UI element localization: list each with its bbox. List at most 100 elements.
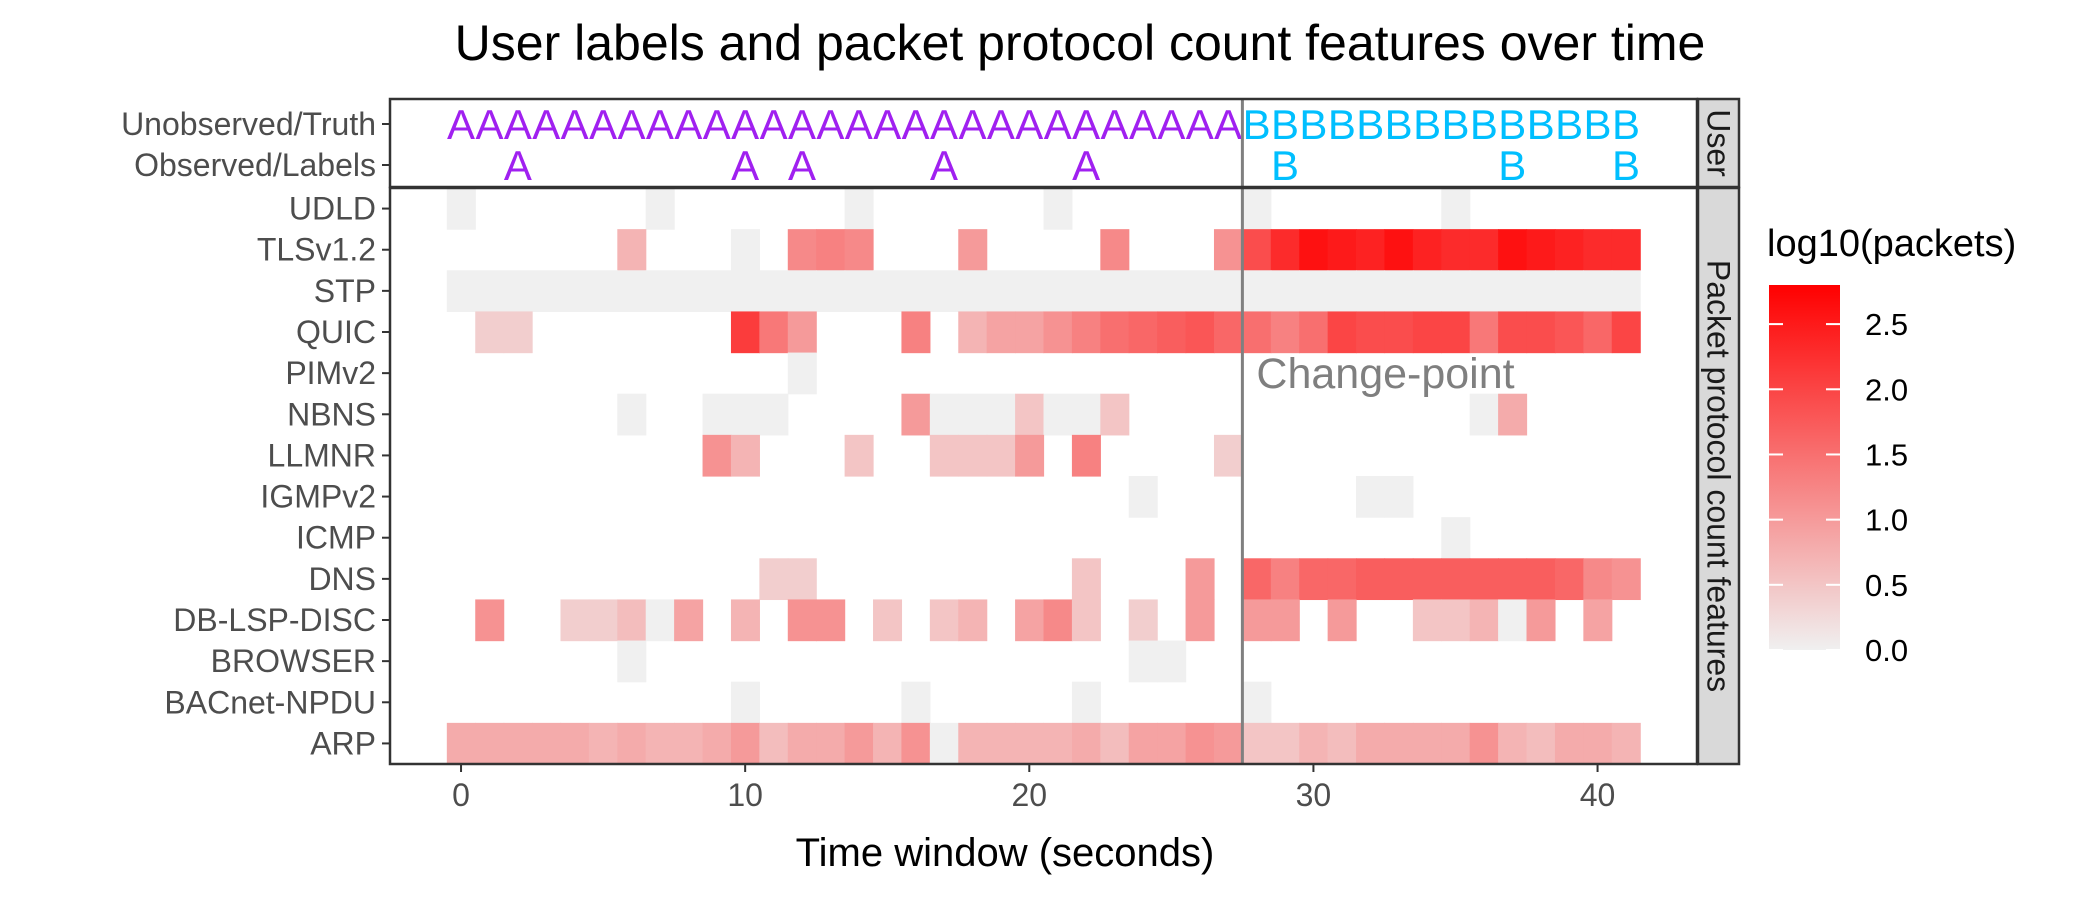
facet-strip-user bbox=[1696, 97, 1741, 189]
truth-label: B bbox=[1356, 101, 1384, 148]
legend-label: 1.0 bbox=[1865, 503, 1908, 538]
heatmap-cell bbox=[1441, 229, 1471, 271]
heatmap-cell bbox=[1384, 476, 1414, 518]
heatmap-cell bbox=[1441, 722, 1471, 765]
heatmap-cell bbox=[1583, 311, 1613, 354]
heatmap-cell bbox=[1157, 640, 1187, 683]
truth-label: B bbox=[1328, 101, 1356, 148]
y-tick-label-tlsv1-2: TLSv1.2 bbox=[257, 232, 376, 268]
heatmap-cell bbox=[1356, 270, 1386, 313]
heatmap-cell bbox=[1213, 722, 1243, 765]
heatmap-cell bbox=[1611, 229, 1641, 271]
heatmap-cell bbox=[1128, 722, 1158, 765]
heatmap-cell bbox=[1469, 558, 1499, 601]
heatmap-cell bbox=[1071, 681, 1101, 724]
heatmap-cell bbox=[958, 599, 988, 642]
heatmap-cell bbox=[1185, 599, 1215, 642]
heatmap-cell bbox=[1498, 311, 1528, 354]
heatmap-cell bbox=[1384, 722, 1414, 765]
heatmap-cell bbox=[958, 270, 988, 313]
legend-label: 0.0 bbox=[1865, 633, 1908, 668]
heatmap-cell bbox=[1498, 393, 1528, 436]
truth-label: B bbox=[1413, 101, 1441, 148]
heatmap-cell bbox=[787, 558, 817, 601]
heatmap-cell bbox=[1213, 270, 1243, 313]
heatmap-cell bbox=[588, 599, 618, 642]
y-tick-label-unobserved-truth: Unobserved/Truth bbox=[121, 106, 376, 142]
heatmap-cell bbox=[1498, 599, 1528, 642]
heatmap-cell bbox=[1441, 558, 1471, 601]
heatmap-cell bbox=[787, 270, 817, 313]
heatmap-cell bbox=[446, 270, 476, 313]
heatmap-cell bbox=[1554, 311, 1584, 354]
heatmap-cell bbox=[1242, 722, 1272, 765]
feature-facet-panel: UDLD TLSv1.2 STP QUIC PIMv2 NBNS LLMNR IGMPv2 IC… bbox=[164, 97, 1699, 766]
heatmap-cell bbox=[1554, 722, 1584, 765]
heatmap-cell bbox=[1071, 434, 1101, 477]
heatmap-cell bbox=[1043, 311, 1073, 354]
heatmap-cell bbox=[1412, 558, 1442, 601]
heatmap-cell bbox=[1611, 558, 1641, 601]
heatmap-cell bbox=[986, 722, 1016, 765]
y-tick-label-igmpv2: IGMPv2 bbox=[260, 479, 376, 515]
heatmap-cell bbox=[1526, 270, 1556, 313]
heatmap-cell bbox=[1327, 722, 1357, 765]
heatmap-cell bbox=[901, 270, 931, 313]
truth-label: A bbox=[788, 101, 816, 148]
truth-label: A bbox=[873, 101, 901, 148]
heatmap-cell bbox=[901, 393, 931, 436]
heatmap-cell bbox=[816, 599, 846, 642]
heatmap-cell bbox=[1157, 722, 1187, 765]
legend-label: 0.5 bbox=[1865, 568, 1908, 603]
heatmap-cell bbox=[1583, 599, 1613, 642]
truth-label: A bbox=[845, 101, 873, 148]
heatmap-cell bbox=[1469, 599, 1499, 642]
heatmap-cell bbox=[1611, 311, 1641, 354]
heatmap-cell bbox=[1469, 270, 1499, 313]
heatmap-cell bbox=[1015, 599, 1045, 642]
heatmap-cell bbox=[929, 434, 959, 477]
heatmap-cell bbox=[844, 434, 874, 477]
heatmap-cell bbox=[1526, 311, 1556, 354]
heatmap-cell bbox=[958, 722, 988, 765]
heatmap-cell bbox=[844, 229, 874, 271]
heatmap-cell bbox=[1128, 311, 1158, 354]
truth-label: A bbox=[1214, 101, 1242, 148]
heatmap-cell bbox=[1015, 393, 1045, 436]
truth-label: A bbox=[674, 101, 702, 148]
heatmap-cell bbox=[1071, 311, 1101, 354]
heatmap-cell bbox=[503, 311, 533, 354]
heatmap-cell bbox=[1327, 599, 1357, 642]
legend-label: 2.0 bbox=[1865, 372, 1908, 407]
heatmap-cell bbox=[986, 270, 1016, 313]
heatmap-cell bbox=[1412, 311, 1442, 354]
truth-label: B bbox=[1498, 101, 1526, 148]
y-tick-label-stp: STP bbox=[314, 273, 376, 309]
heatmap-cell bbox=[730, 599, 760, 642]
heatmap-cell bbox=[1441, 188, 1471, 230]
heatmap-cell bbox=[759, 393, 789, 436]
observed-label: B bbox=[1612, 142, 1640, 189]
y-tick-label-llmnr: LLMNR bbox=[268, 437, 376, 473]
heatmap-cell bbox=[1583, 270, 1613, 313]
heatmap-cell bbox=[929, 393, 959, 436]
heatmap-cell bbox=[1213, 229, 1243, 271]
heatmap-cell bbox=[446, 722, 476, 765]
heatmap-cell bbox=[1100, 722, 1130, 765]
heatmap-cell bbox=[873, 722, 903, 765]
heatmap-cell bbox=[1128, 270, 1158, 313]
truth-label: A bbox=[618, 101, 646, 148]
heatmap-cell bbox=[1270, 229, 1300, 271]
y-tick-label-quic: QUIC bbox=[296, 314, 376, 350]
heatmap-cell bbox=[1554, 558, 1584, 601]
heatmap-cell bbox=[475, 311, 505, 354]
heatmap-cell bbox=[645, 270, 675, 313]
heatmap-cell bbox=[1299, 311, 1329, 354]
heatmap-cell bbox=[901, 681, 931, 724]
heatmap-cell bbox=[1270, 311, 1300, 354]
heatmap-cell bbox=[759, 558, 789, 601]
heatmap-cell bbox=[958, 229, 988, 271]
heatmap-cell bbox=[1185, 722, 1215, 765]
heatmap-cell bbox=[588, 270, 618, 313]
